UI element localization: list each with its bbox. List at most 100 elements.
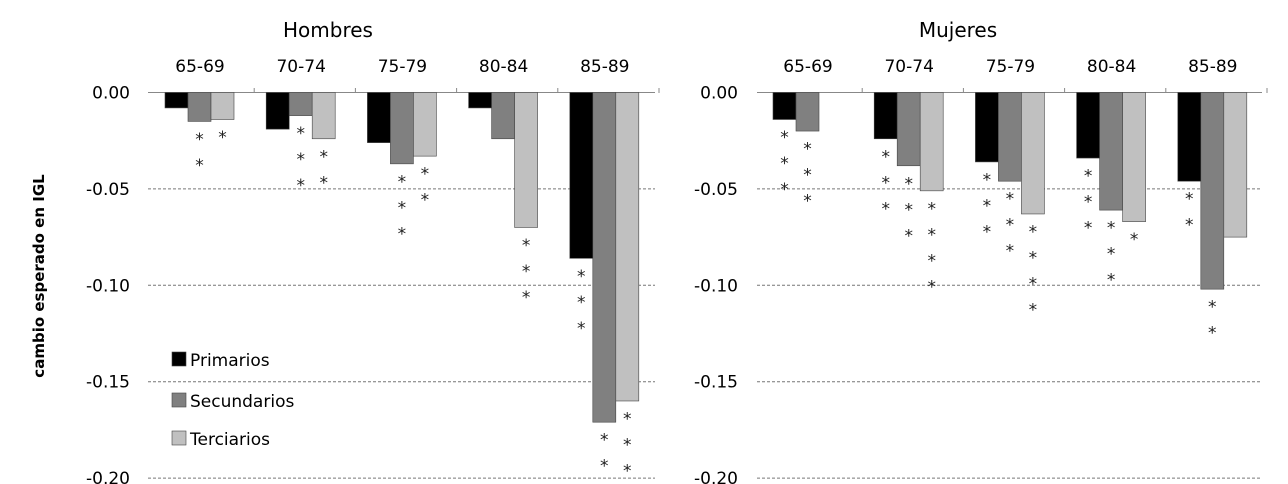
category-label: 85-89 <box>1188 57 1237 77</box>
significance-star: * <box>1029 222 1038 242</box>
significance-star: * <box>904 226 913 246</box>
bar-terciarios <box>1223 92 1248 238</box>
bar-secundarios <box>491 92 515 140</box>
significance-star: * <box>1084 219 1093 239</box>
significance-star: * <box>623 461 632 481</box>
significance-star: * <box>780 128 789 148</box>
category-label: 80-84 <box>1087 57 1136 77</box>
y-tick-label: 0.00 <box>700 84 738 104</box>
significance-star: * <box>904 200 913 220</box>
bar-secundarios <box>187 92 212 122</box>
category-label: 75-79 <box>986 57 1035 77</box>
bar-primarios <box>873 92 898 140</box>
significance-star: * <box>881 173 890 193</box>
significance-star: * <box>1107 219 1116 239</box>
bar-secundarios <box>592 92 617 423</box>
significance-star: * <box>780 154 789 174</box>
significance-star: * <box>1130 230 1139 250</box>
significance-star: * <box>421 165 430 185</box>
panel-title: Mujeres <box>919 18 997 42</box>
significance-star: * <box>398 172 407 192</box>
legend-swatch <box>171 430 187 446</box>
category-label: 70-74 <box>884 57 933 77</box>
y-tick-label: -0.10 <box>694 276 738 296</box>
significance-star: * <box>927 277 936 297</box>
significance-star: * <box>577 319 586 339</box>
bar-primarios <box>265 92 290 130</box>
significance-star: * <box>1006 216 1015 236</box>
significance-star: * <box>623 409 632 429</box>
y-tick-label: -0.15 <box>86 373 130 393</box>
bar-terciarios <box>210 92 235 120</box>
significance-star: * <box>398 224 407 244</box>
category-label: 75-79 <box>378 57 427 77</box>
significance-star: * <box>1107 271 1116 291</box>
bar-primarios <box>468 92 492 109</box>
significance-star: * <box>296 176 305 196</box>
significance-star: * <box>421 191 430 211</box>
y-tick-label: -0.05 <box>694 180 738 200</box>
legend-label: Primarios <box>190 351 270 371</box>
significance-star: * <box>927 199 936 219</box>
significance-star: * <box>195 130 204 150</box>
significance-star: * <box>319 173 328 193</box>
y-tick-label: 0.00 <box>92 84 130 104</box>
category-label: 70-74 <box>276 57 325 77</box>
category-label: 65-69 <box>175 57 224 77</box>
significance-star: * <box>1208 298 1217 318</box>
legend-swatch <box>171 392 187 408</box>
significance-star: * <box>319 147 328 167</box>
significance-star: * <box>803 166 812 186</box>
bar-primarios <box>569 92 594 259</box>
significance-star: * <box>195 156 204 176</box>
significance-star: * <box>522 288 531 308</box>
bar-secundarios <box>795 92 820 132</box>
y-tick-label: -0.20 <box>86 469 130 484</box>
significance-star: * <box>803 140 812 160</box>
legend-swatch <box>171 351 187 367</box>
significance-star: * <box>623 435 632 455</box>
significance-star: * <box>1006 190 1015 210</box>
bar-primarios <box>772 92 797 120</box>
bar-primarios <box>367 92 391 143</box>
bar-secundarios <box>1200 92 1225 290</box>
y-tick-label: -0.20 <box>694 469 738 484</box>
significance-star: * <box>1084 193 1093 213</box>
significance-star: * <box>1107 245 1116 265</box>
bar-terciarios <box>919 92 944 192</box>
bar-secundarios <box>896 92 921 167</box>
significance-star: * <box>600 457 609 477</box>
y-axis-label: cambio esperado en IGL <box>30 174 48 378</box>
y-tick-label: -0.15 <box>694 373 738 393</box>
significance-star: * <box>983 170 992 190</box>
bar-terciarios <box>514 92 538 228</box>
significance-star: * <box>577 293 586 313</box>
significance-star: * <box>600 431 609 451</box>
significance-star: * <box>927 225 936 245</box>
bars-layer <box>164 92 1248 423</box>
bar-primarios <box>1076 92 1100 159</box>
significance-star: * <box>780 180 789 200</box>
significance-star: * <box>1084 167 1093 187</box>
significance-star: * <box>1185 190 1194 210</box>
bar-terciarios <box>615 92 640 402</box>
significance-star: * <box>218 128 227 148</box>
category-label: 65-69 <box>783 57 832 77</box>
legend: Primarios Secundarios Terciarios <box>171 351 294 450</box>
significance-star: * <box>803 192 812 212</box>
significance-star: * <box>1208 324 1217 344</box>
text-layer: cambio esperado en IGL Hombres 0.00 -0.05 -0… <box>30 18 1238 484</box>
y-tick-label: -0.10 <box>86 276 130 296</box>
significance-star: * <box>600 483 609 484</box>
significance-star: * <box>522 262 531 282</box>
significance-star: * <box>1029 248 1038 268</box>
bar-terciarios <box>413 92 437 157</box>
bar-secundarios <box>288 92 313 116</box>
bar-primarios <box>975 92 999 163</box>
y-tick-label: -0.05 <box>86 180 130 200</box>
bar-terciarios <box>1122 92 1146 222</box>
significance-star: * <box>927 251 936 271</box>
significance-star: * <box>1029 300 1038 320</box>
significance-star: * <box>1029 274 1038 294</box>
